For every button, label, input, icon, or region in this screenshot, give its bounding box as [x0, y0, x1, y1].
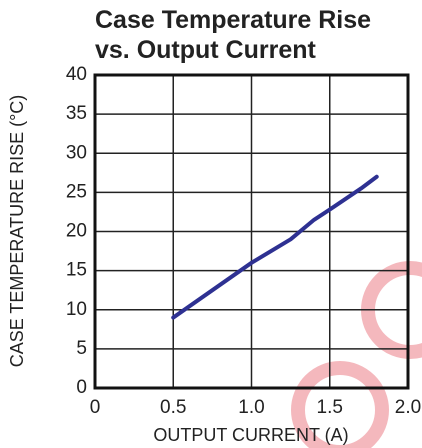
y-tick-label: 35	[66, 103, 87, 124]
x-tick-label: 0.5	[160, 397, 186, 418]
y-tick-label: 20	[66, 221, 87, 242]
chart-title: vs. Output Current	[95, 36, 317, 64]
watermark	[291, 361, 389, 448]
y-tick-label: 5	[76, 338, 87, 359]
y-tick-label: 0	[76, 377, 87, 398]
plot-border	[93, 73, 410, 390]
y-tick-label: 10	[66, 299, 87, 320]
y-tick-label: 15	[66, 260, 87, 281]
y-tick-label: 40	[66, 64, 87, 85]
y-tick-label: 30	[66, 142, 87, 163]
y-tick-label: 25	[66, 181, 87, 202]
x-axis-label: OUTPUT CURRENT (A)	[153, 425, 348, 445]
x-tick-label: 1.0	[238, 397, 264, 418]
x-tick-label: 2.0	[395, 397, 421, 418]
y-axis-label: CASE TEMPERATURE RISE (°C)	[7, 95, 27, 368]
data-line	[171, 174, 379, 320]
x-tick-label: 0	[90, 397, 101, 418]
x-tick-label: 1.5	[317, 397, 343, 418]
chart-title: Case Temperature Rise	[95, 6, 371, 34]
